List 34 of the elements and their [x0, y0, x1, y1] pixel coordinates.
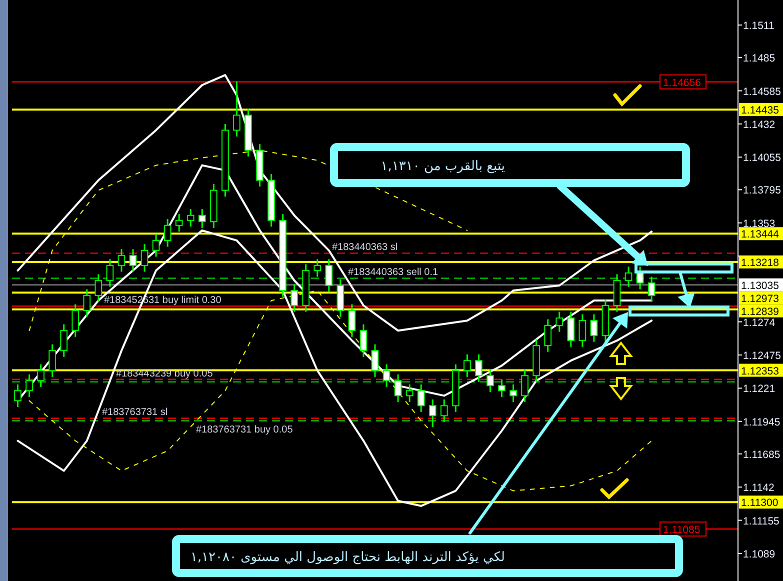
y-tick-label: 1.1142	[743, 482, 774, 494]
y-tick-label: 1.1511	[743, 20, 774, 32]
annotation: لكي يؤكد الترند الهابط نحتاج الوصول الي مستوى ١,١٢٠٨٠	[190, 550, 505, 565]
y-tick-label: 1.12475	[743, 350, 782, 362]
y-tick-label: 1.14585	[743, 86, 782, 98]
y-tick-label: 1.11155	[743, 515, 780, 528]
y-tick-label: 1.11685	[743, 448, 780, 461]
ref-line-label: #183763731 buy 0.05	[196, 424, 294, 436]
annotation: يتبع بالقرب من ١,١٣١٠	[380, 159, 506, 174]
ref-line-label: 1.12839	[741, 306, 780, 318]
y-tick-label: 1.11945	[743, 416, 780, 428]
ref-line-label: 1.11085	[663, 524, 700, 536]
y-tick-label: 1.1353	[743, 218, 776, 230]
ref-line-label: #183440363 sl	[332, 242, 398, 254]
line-series	[16, 229, 653, 507]
y-tick-label: 1.14055	[743, 152, 782, 164]
y-tick-label: 1.13795	[743, 184, 782, 197]
y-tick-label: 1.1432	[743, 118, 776, 131]
ref-line-label: 1.12353	[741, 365, 780, 378]
y-tick-label: 1.1221	[743, 383, 776, 396]
y-tick-label: 1.1274	[743, 316, 776, 329]
ref-line-label: 1.14435	[741, 104, 780, 117]
ref-line-label: #183443239 buy 0.05	[116, 368, 214, 380]
line-series	[16, 74, 653, 332]
ref-line-label: 1.13218	[741, 256, 780, 269]
ref-line-label: 1.12973	[741, 292, 780, 305]
ref-line-label: 1.13035	[741, 280, 780, 292]
ref-line-label: #183440363 sell 0.1	[348, 267, 439, 278]
ref-line-label: 1.11300	[741, 497, 778, 510]
y-tick-label: 1.1089	[743, 548, 776, 560]
ref-line-label: 1.13444	[741, 228, 780, 241]
ref-line-label: #183763731 sl	[102, 407, 168, 418]
ref-line-label: 1.14656	[663, 76, 702, 89]
y-tick-label: 1.1485	[743, 52, 776, 65]
